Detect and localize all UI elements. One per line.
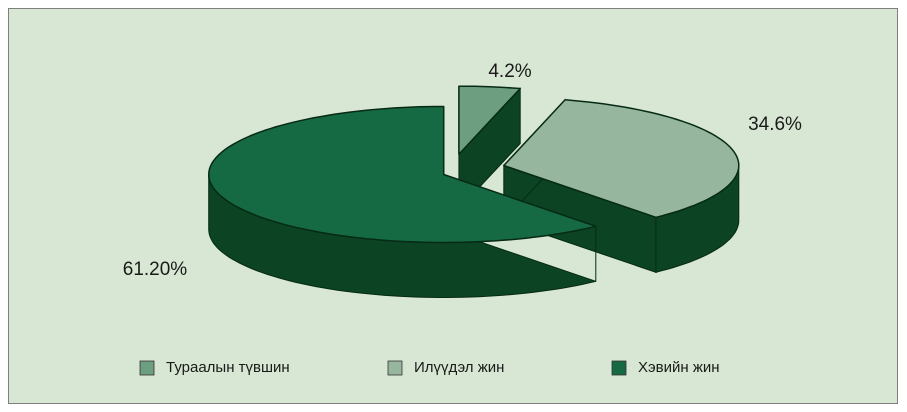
data-label: 4.2% — [488, 61, 531, 82]
slice-top — [208, 105, 597, 244]
data-label: 34.6% — [748, 114, 802, 135]
legend-swatch — [611, 360, 627, 376]
data-label: 61.20% — [123, 259, 188, 280]
legend-swatch — [387, 360, 403, 376]
legend-label: Хэвийн жин — [638, 359, 720, 376]
legend-label: Илүүдэл жин — [414, 359, 504, 376]
slice-top — [503, 99, 740, 219]
legend-swatch — [139, 360, 155, 376]
legend-label: Тураалын түвшин — [166, 359, 290, 376]
slice-top — [458, 85, 521, 155]
